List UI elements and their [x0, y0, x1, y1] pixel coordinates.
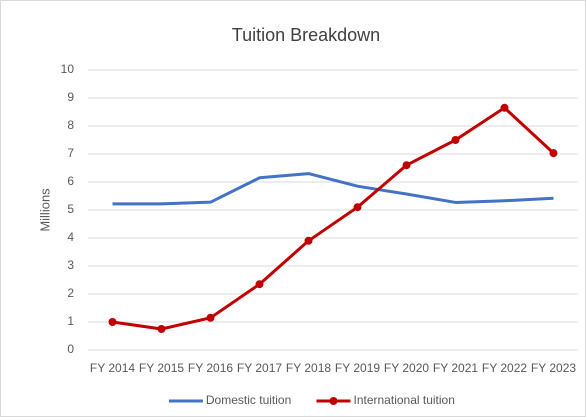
x-tick-label: FY 2021	[433, 361, 478, 375]
y-tick-label: 1	[67, 314, 74, 328]
y-tick-label: 6	[67, 174, 74, 188]
x-tick-label: FY 2018	[286, 361, 331, 375]
point-marker	[451, 136, 460, 144]
legend-label: International tuition	[354, 393, 455, 407]
x-tick-label: FY 2017	[237, 361, 282, 375]
point-marker	[549, 149, 558, 158]
x-tick-label: FY 2015	[139, 361, 184, 375]
x-tick-label: FY 2019	[335, 361, 380, 375]
point-marker	[402, 161, 411, 170]
y-tick-label: 10	[61, 62, 75, 76]
y-tick-label: 5	[67, 202, 74, 216]
point-marker	[353, 203, 362, 212]
x-tick-label: FY 2014	[90, 361, 135, 375]
y-tick-label: 3	[67, 258, 74, 272]
legend-marker	[329, 397, 338, 405]
y-tick-label: 8	[67, 118, 74, 132]
x-tick-label: FY 2023	[531, 361, 576, 375]
chart-title: Tuition Breakdown	[232, 25, 380, 45]
point-marker	[108, 318, 117, 326]
point-marker	[255, 280, 264, 289]
x-tick-label: FY 2022	[482, 361, 527, 375]
x-tick-label: FY 2020	[384, 361, 429, 375]
y-axis-label: Millions	[37, 188, 52, 232]
series-line	[112, 106, 555, 331]
y-tick-label: 7	[67, 146, 74, 160]
y-tick-label: 0	[67, 342, 74, 356]
y-tick-label: 4	[67, 230, 74, 244]
point-marker	[206, 313, 215, 322]
point-marker	[500, 103, 509, 112]
y-tick-label: 9	[67, 90, 74, 104]
y-tick-label: 2	[67, 286, 74, 300]
series-line	[112, 172, 554, 206]
x-tick-label: FY 2016	[188, 361, 233, 375]
point-marker	[157, 325, 166, 333]
point-marker	[304, 236, 313, 245]
legend-label: Domestic tuition	[206, 393, 291, 407]
